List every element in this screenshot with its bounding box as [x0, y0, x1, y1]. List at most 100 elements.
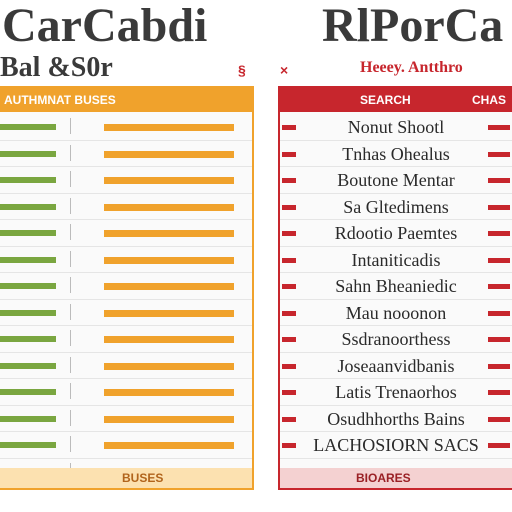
left-table-header: AUTHMNAT BUSES — [0, 88, 252, 112]
orange-bar — [104, 362, 234, 370]
left-subtitle: Bal &S0r — [0, 52, 113, 83]
green-bar — [0, 150, 56, 157]
red-bar — [488, 125, 510, 130]
table-row[interactable]: Latis Trenaorhos — [280, 379, 512, 406]
table-row[interactable] — [0, 194, 252, 220]
red-bar — [282, 337, 296, 342]
red-bar — [488, 178, 510, 183]
table-row[interactable] — [0, 167, 252, 194]
table-row[interactable] — [0, 247, 252, 273]
red-bar — [488, 284, 510, 289]
table-row[interactable]: Joseaanvidbanis — [280, 353, 512, 379]
table-row[interactable] — [0, 353, 252, 379]
orange-bar — [104, 150, 234, 158]
red-bar — [488, 390, 510, 395]
row-divider — [70, 409, 91, 426]
table-row[interactable]: Sahn Bheaniedic — [280, 273, 512, 300]
orange-bar — [104, 230, 234, 237]
red-bar — [488, 416, 510, 422]
table-row[interactable] — [0, 406, 252, 432]
close-icon[interactable]: × — [280, 62, 289, 78]
green-bar — [0, 442, 56, 448]
orange-bar — [104, 309, 234, 317]
green-bar — [0, 336, 56, 342]
red-bar — [488, 443, 510, 448]
green-bar — [0, 177, 56, 183]
table-row[interactable] — [0, 432, 252, 459]
row-label: Latis Trenaorhos — [335, 382, 457, 402]
red-bar — [282, 363, 296, 369]
left-table-rows — [0, 114, 252, 485]
red-bar — [282, 257, 296, 263]
right-table-footer: BIOARES — [280, 468, 512, 488]
table-row[interactable] — [0, 220, 252, 247]
row-divider — [70, 197, 91, 214]
red-bar — [282, 310, 296, 316]
orange-bar — [104, 442, 234, 449]
right-subtitle: Heeey. Antthro — [360, 59, 463, 76]
table-row[interactable]: Mau nooonon — [280, 300, 512, 326]
orange-bar — [104, 256, 234, 264]
red-bar — [282, 178, 296, 183]
left-table-footer: BUSES — [0, 468, 252, 488]
table-row[interactable]: Nonut Shootl — [280, 114, 512, 141]
row-divider — [70, 383, 91, 399]
right-title: RlPorCa — [322, 0, 504, 52]
green-bar — [0, 283, 56, 289]
table-row[interactable]: Rdootio Paemtes — [280, 220, 512, 247]
row-divider — [70, 171, 91, 187]
table-row[interactable] — [0, 326, 252, 353]
red-bar — [488, 310, 510, 316]
orange-bar — [104, 389, 234, 396]
green-bar — [0, 256, 56, 263]
table-row[interactable]: Ssdranoorthess — [280, 326, 512, 353]
row-label: Osudhhorths Bains — [327, 408, 465, 429]
orange-bar — [104, 203, 234, 211]
table-row[interactable]: Sa Gltedimens — [280, 194, 512, 220]
table-row[interactable]: Intaniticadis — [280, 247, 512, 273]
row-label: Joseaanvidbanis — [337, 355, 455, 376]
green-bar — [0, 389, 56, 395]
row-label: Rdootio Paemtes — [334, 223, 458, 243]
pin-icon: § — [238, 62, 246, 78]
red-bar — [488, 151, 510, 157]
row-divider — [70, 277, 91, 293]
table-row[interactable]: LACHOSIORN SACS — [280, 432, 512, 459]
green-bar — [0, 230, 56, 236]
red-bar — [282, 204, 296, 210]
right-table-header: SEARCH CHAS — [280, 88, 512, 112]
table-row[interactable]: Boutone Mentar — [280, 167, 512, 194]
red-bar — [488, 257, 510, 263]
red-bar — [488, 337, 510, 342]
green-bar — [0, 362, 56, 369]
row-divider — [70, 250, 91, 267]
table-row[interactable]: Tnhas Ohealus — [280, 141, 512, 167]
row-divider — [70, 436, 91, 452]
row-divider — [70, 356, 91, 373]
row-label: Mau nooonon — [345, 302, 447, 323]
row-divider — [70, 330, 91, 346]
red-bar — [488, 363, 510, 369]
row-divider — [70, 144, 91, 161]
table-row[interactable] — [0, 273, 252, 300]
orange-bar — [104, 283, 234, 290]
row-label: Intaniticadis — [351, 249, 441, 270]
table-row[interactable] — [0, 379, 252, 406]
table-row[interactable] — [0, 300, 252, 326]
table-row[interactable]: Osudhhorths Bains — [280, 406, 512, 432]
orange-bar — [104, 124, 234, 131]
table-row[interactable] — [0, 141, 252, 167]
green-bar — [0, 309, 56, 316]
red-bar — [282, 390, 296, 395]
green-bar — [0, 415, 56, 422]
row-label: Sahn Bheaniedic — [335, 276, 457, 296]
row-label: LACHOSIORN SACS — [313, 435, 479, 455]
orange-bar — [104, 415, 234, 423]
row-divider — [70, 303, 91, 320]
row-label: Ssdranoorthess — [341, 329, 451, 349]
red-bar — [282, 443, 296, 448]
red-bar — [282, 151, 296, 157]
red-bar — [488, 231, 510, 236]
table-row[interactable] — [0, 114, 252, 141]
left-table-panel: AUTHMNAT BUSES BUSES — [0, 86, 254, 490]
